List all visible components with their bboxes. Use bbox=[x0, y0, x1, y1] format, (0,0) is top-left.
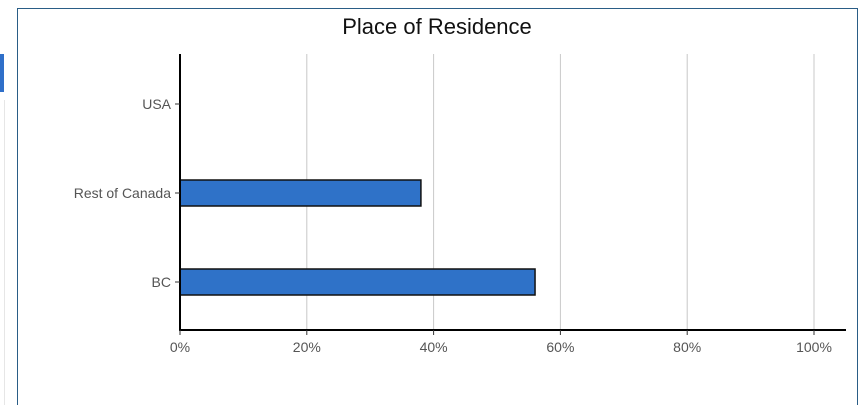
x-tick-label: 20% bbox=[293, 339, 321, 355]
x-tick-label: 0% bbox=[170, 339, 190, 355]
x-tick-label: 100% bbox=[796, 339, 832, 355]
y-tick-label: USA bbox=[142, 96, 171, 112]
bar-rest-of-canada bbox=[179, 179, 422, 207]
left-accent-bar bbox=[0, 54, 4, 92]
bar-bc bbox=[179, 268, 536, 296]
left-panel-edge bbox=[0, 100, 5, 405]
chart-title: Place of Residence bbox=[342, 14, 532, 39]
x-tick-labels: 0% 20% 40% 60% 80% 100% bbox=[170, 330, 832, 355]
x-tick-label: 80% bbox=[673, 339, 701, 355]
y-tick-label: BC bbox=[152, 274, 171, 290]
bars bbox=[179, 179, 536, 296]
x-tick-label: 40% bbox=[420, 339, 448, 355]
y-tick-labels: USA Rest of Canada BC bbox=[74, 96, 180, 290]
chart-frame bbox=[17, 8, 858, 405]
y-tick-label: Rest of Canada bbox=[74, 185, 171, 201]
x-tick-label: 60% bbox=[546, 339, 574, 355]
